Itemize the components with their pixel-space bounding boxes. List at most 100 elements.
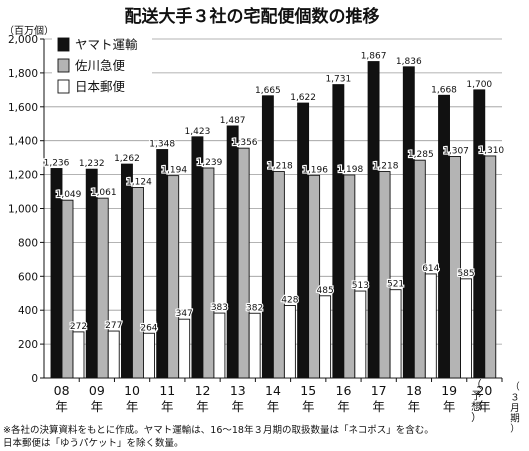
x-tick-label-unit: 年 (478, 399, 491, 414)
bar-1 (297, 102, 310, 379)
bar-1 (156, 149, 169, 379)
data-label-1: 1,236 (44, 158, 70, 168)
data-label-3: 513 (352, 281, 369, 291)
bar-3 (248, 312, 261, 379)
data-label-3: 347 (176, 309, 193, 319)
x-tick-label-unit: 年 (55, 399, 68, 414)
x-axis-note-char: ３ (510, 393, 520, 404)
x-tick-label-unit: 年 (161, 399, 174, 414)
x-tick-label-unit: 年 (126, 399, 139, 414)
x-tick-label: 17 (371, 383, 387, 398)
data-label-1: 1,867 (361, 52, 387, 62)
bar-2 (343, 174, 356, 379)
bar-3 (72, 331, 85, 379)
chart-title: 配送大手３社の宅配便個数の推移 (125, 6, 380, 27)
x-tick-label-unit: 年 (302, 399, 315, 414)
x-tick-label: 14 (265, 383, 281, 398)
data-label-1: 1,836 (396, 57, 422, 67)
x-tick-label: 09 (89, 383, 105, 398)
y-tick-label: 1,000 (8, 204, 38, 216)
bar-2 (413, 159, 426, 379)
x-tick-label: 20 (476, 383, 492, 398)
x-tick-label: 15 (300, 383, 316, 398)
data-label-3: 521 (387, 280, 404, 290)
data-label-3: 272 (70, 322, 87, 332)
data-label-2: 1,061 (91, 188, 117, 198)
y-tick-label: 2,000 (8, 34, 38, 46)
x-tick-label-unit: 年 (267, 399, 280, 414)
x-tick-label: 13 (230, 383, 246, 398)
data-label-3: 614 (422, 264, 439, 274)
x-tick-label-unit: 年 (372, 399, 385, 414)
data-label-3: 264 (140, 323, 157, 333)
y-tick-label: 800 (18, 237, 38, 249)
legend-label-1: ヤマト運輸 (75, 37, 138, 52)
x-tick-label: 08 (54, 383, 70, 398)
x-axis-note-char: 期 (510, 414, 520, 425)
data-label-1: 1,487 (220, 116, 246, 126)
bar-2 (202, 167, 215, 379)
data-label-2: 1,124 (126, 177, 152, 187)
data-label-2: 1,198 (337, 165, 363, 175)
x-tick-label: 19 (441, 383, 457, 398)
bar-3 (283, 305, 296, 379)
data-label-3: 428 (281, 295, 298, 305)
bar-3 (213, 312, 226, 379)
bar-1 (473, 89, 486, 379)
x-tick-label-unit: 年 (408, 399, 421, 414)
x-tick-label: 10 (124, 383, 140, 398)
data-label-1: 1,665 (255, 86, 281, 96)
legend-swatch-3 (57, 79, 70, 94)
data-label-2: 1,194 (161, 166, 187, 176)
bar-1 (226, 125, 239, 379)
legend-swatch-2 (57, 58, 70, 73)
y-tick-label: 600 (18, 271, 38, 283)
data-label-3: 382 (246, 303, 263, 313)
bar-2 (167, 175, 180, 379)
bar-3 (143, 332, 155, 379)
y-tick-label: 1,200 (8, 170, 38, 182)
x-tick-note-char: 想 (471, 400, 482, 413)
bar-2 (272, 171, 285, 379)
data-label-2: 1,196 (302, 165, 328, 175)
data-label-1: 1,700 (466, 80, 492, 90)
legend-swatch-1 (57, 37, 70, 52)
bar-2 (132, 187, 144, 379)
x-tick-label-unit: 年 (91, 399, 104, 414)
x-tick-label: 11 (159, 383, 175, 398)
x-tick-label-unit: 年 (232, 399, 245, 414)
bar-1 (191, 136, 204, 379)
x-tick-label-unit: 年 (196, 399, 209, 414)
bar-3 (424, 273, 437, 379)
data-label-1: 1,668 (431, 85, 457, 95)
bar-3 (319, 295, 332, 379)
x-tick-label: 18 (406, 383, 422, 398)
data-label-1: 1,348 (149, 140, 175, 150)
bar-3 (107, 330, 120, 379)
legend-label-2: 佐川急便 (75, 58, 126, 73)
y-axis-label: （百万個） (4, 24, 54, 37)
bar-3 (178, 318, 191, 379)
bar-2 (237, 147, 250, 379)
data-label-2: 1,218 (373, 162, 399, 172)
bar-1 (402, 66, 415, 379)
x-tick-label: 16 (336, 383, 352, 398)
data-label-3: 585 (457, 269, 474, 279)
x-tick-label-unit: 年 (443, 399, 456, 414)
bar-1 (332, 84, 345, 379)
x-tick-note-char: （ (471, 379, 482, 391)
x-tick-note-char: 予 (471, 390, 482, 402)
bar-2 (308, 174, 321, 379)
y-tick-label: 200 (18, 339, 38, 351)
data-label-3: 277 (105, 321, 122, 331)
bar-1 (367, 61, 380, 379)
data-label-1: 1,423 (185, 127, 211, 137)
y-tick-label: 0 (31, 373, 38, 385)
bar-1 (85, 168, 98, 379)
bar-1 (261, 95, 274, 379)
data-label-2: 1,307 (443, 146, 469, 156)
data-label-1: 1,731 (325, 75, 351, 85)
footnote-line-1: ※各社の決算資料をもとに作成。ヤマト運輸は、16～18年３月期の取扱数量は「ネコ… (3, 424, 434, 436)
